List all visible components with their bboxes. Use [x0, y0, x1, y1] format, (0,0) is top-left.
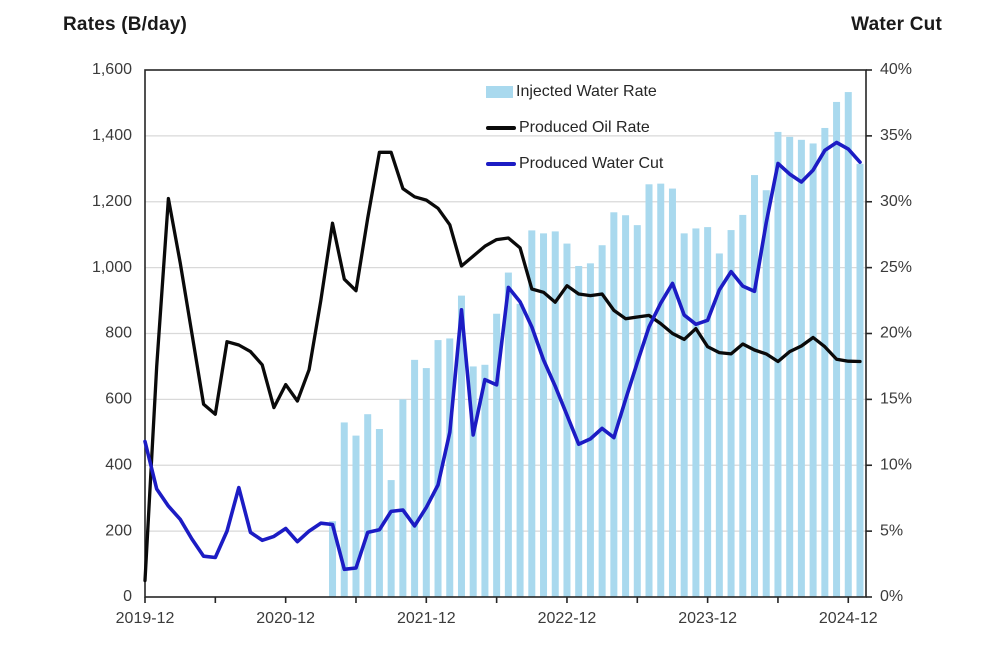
- line-produced-water-cut: [143, 140, 862, 572]
- x-axis-labels: 2019-12 2020-12 2021-12 2022-12 2023-12 2024-…: [116, 610, 878, 627]
- svg-text:600: 600: [105, 391, 132, 408]
- legend-label: Produced Water Cut: [519, 155, 664, 172]
- svg-text:200: 200: [105, 522, 132, 539]
- legend-item-produced-water-cut: Produced Water Cut: [486, 146, 663, 182]
- svg-text:2023-12: 2023-12: [678, 610, 737, 627]
- svg-text:1,400: 1,400: [92, 127, 132, 144]
- svg-text:2024-12: 2024-12: [819, 610, 878, 627]
- svg-text:1,200: 1,200: [92, 193, 132, 210]
- left-axis-title: Rates (B/day): [63, 14, 188, 35]
- svg-text:1,000: 1,000: [92, 259, 132, 276]
- legend-item-produced-oil-rate: Produced Oil Rate: [486, 110, 663, 146]
- svg-text:2019-12: 2019-12: [116, 610, 175, 627]
- produced-oil-rate-swatch-icon: [486, 126, 516, 130]
- produced-water-cut-swatch-icon: [486, 162, 516, 166]
- svg-text:20%: 20%: [880, 325, 912, 342]
- svg-text:30%: 30%: [880, 193, 912, 210]
- line-produced-oil-rate: [143, 150, 862, 583]
- svg-text:35%: 35%: [880, 127, 912, 144]
- svg-text:0: 0: [123, 588, 132, 605]
- svg-text:2020-12: 2020-12: [256, 610, 315, 627]
- svg-text:10%: 10%: [880, 456, 912, 473]
- svg-text:5%: 5%: [880, 522, 903, 539]
- svg-text:2022-12: 2022-12: [538, 610, 597, 627]
- svg-text:0%: 0%: [880, 588, 903, 605]
- legend-label: Produced Oil Rate: [519, 119, 650, 136]
- svg-text:15%: 15%: [880, 391, 912, 408]
- legend-item-injected-water-rate: Injected Water Rate: [486, 74, 663, 110]
- svg-text:400: 400: [105, 456, 132, 473]
- injected-water-rate-swatch-icon: [486, 86, 513, 98]
- axis-ticks: [144, 69, 872, 603]
- right-axis-title: Water Cut: [851, 14, 942, 35]
- y-axis-left-labels: 0 200 400 600 800 1,000 1,200 1,400 1,600: [92, 61, 132, 605]
- svg-text:800: 800: [105, 325, 132, 342]
- legend: Injected Water Rate Produced Oil Rate Pr…: [486, 74, 663, 182]
- bars-injected-water-rate: [329, 92, 864, 598]
- svg-text:25%: 25%: [880, 259, 912, 276]
- legend-label: Injected Water Rate: [516, 83, 657, 100]
- svg-text:40%: 40%: [880, 61, 912, 78]
- y-axis-right-labels: 0% 5% 10% 15% 20% 25% 30% 35% 40%: [880, 61, 912, 605]
- svg-text:1,600: 1,600: [92, 61, 132, 78]
- svg-text:2021-12: 2021-12: [397, 610, 456, 627]
